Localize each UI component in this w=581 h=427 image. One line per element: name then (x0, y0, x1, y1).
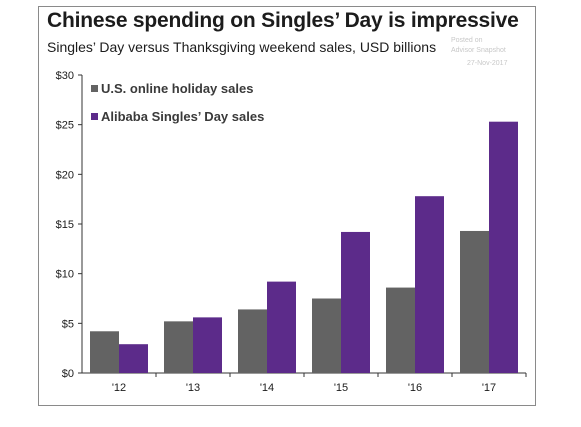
bar-chart: $0 $5 $10 $15 $20 $25 $30 '12 '13 '14 '15 '16 '17 U.S… (56, 70, 527, 394)
bar-alibaba (415, 196, 444, 373)
bar-us-online (460, 230, 489, 373)
bar-alibaba (119, 344, 148, 373)
bar-us-online (164, 321, 193, 373)
legend-swatch (91, 113, 98, 120)
watermark-source: Advisor Snapshot (451, 47, 506, 54)
chart-frame: Chinese spending on Singles’ Day is impr… (38, 6, 536, 406)
bar-alibaba (267, 281, 296, 373)
y-tick-label: $20 (56, 169, 74, 181)
bar-us-online (238, 309, 267, 373)
x-tick-label: '17 (482, 382, 496, 394)
legend-label: Alibaba Singles’ Day sales (101, 109, 264, 124)
bar-alibaba (489, 121, 518, 373)
x-tick-label: '12 (112, 382, 126, 394)
y-tick-label: $0 (62, 368, 74, 380)
y-tick-label: $5 (62, 318, 74, 330)
legend-label: U.S. online holiday sales (101, 81, 253, 96)
bar-us-online (386, 287, 415, 373)
bar-us-online (312, 298, 341, 373)
y-tick-label: $10 (56, 269, 74, 281)
legend-swatch (91, 85, 98, 92)
bar-alibaba (341, 231, 370, 373)
y-tick-label: $15 (56, 219, 74, 231)
chart-subtitle: Singles’ Day versus Thanksgiving weekend… (47, 39, 437, 55)
watermark-posted: Posted on (451, 37, 483, 44)
x-tick-label: '14 (260, 382, 274, 394)
bar-us-online (90, 331, 119, 373)
x-tick-label: '13 (186, 382, 200, 394)
y-tick-label: $25 (56, 120, 74, 132)
watermark-date: 27-Nov-2017 (467, 60, 508, 67)
x-tick-label: '16 (408, 382, 422, 394)
x-tick-label: '15 (334, 382, 348, 394)
chart-title: Chinese spending on Singles’ Day is impr… (47, 9, 519, 32)
y-tick-label: $30 (56, 70, 74, 82)
bar-alibaba (193, 317, 222, 373)
